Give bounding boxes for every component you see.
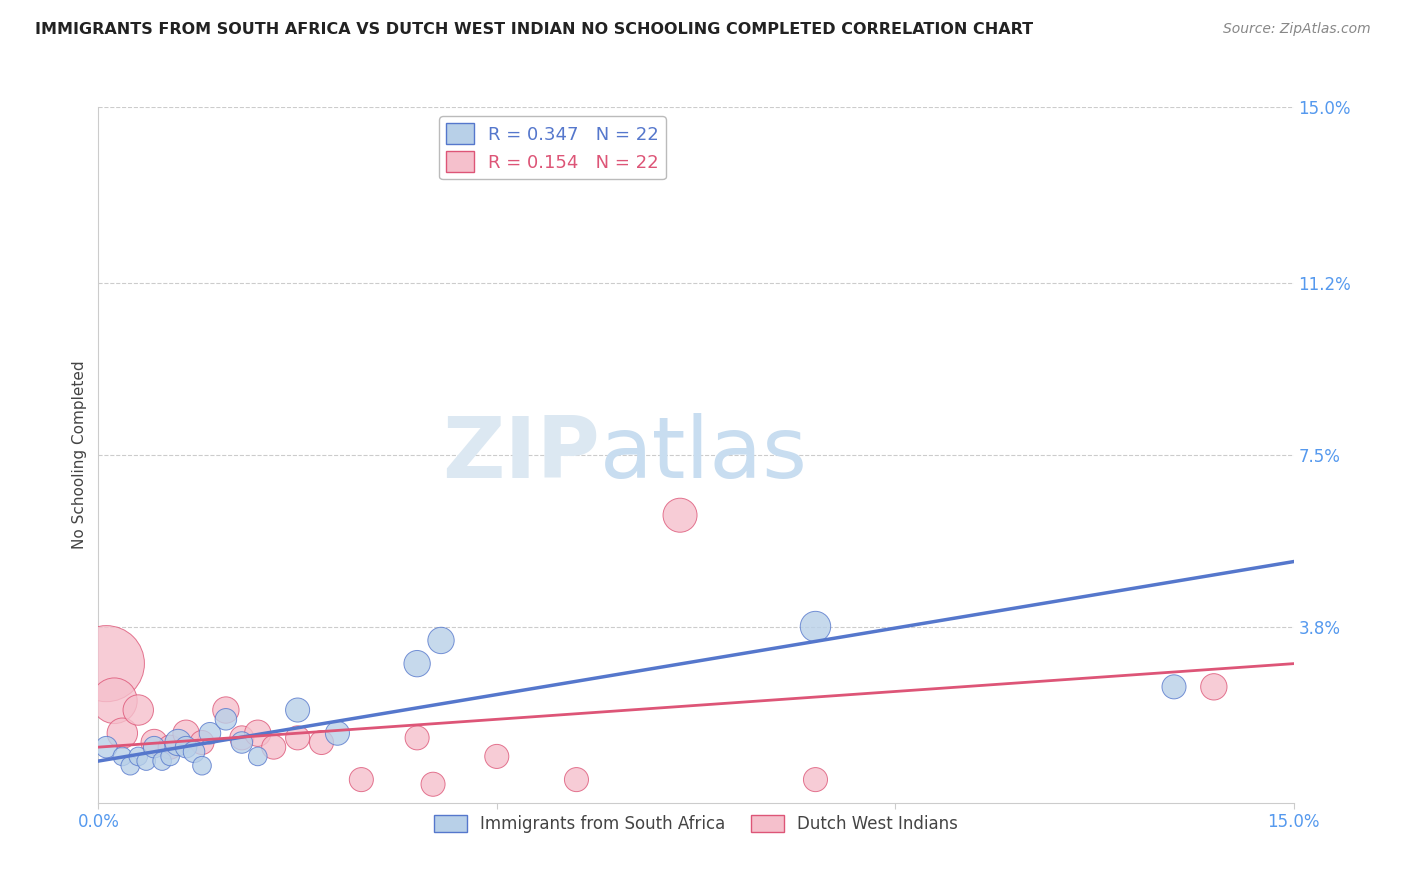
Point: [246, 726, 269, 740]
Point: [191, 758, 214, 772]
Point: [111, 726, 134, 740]
Point: [406, 731, 429, 745]
Point: [183, 745, 205, 759]
Point: [143, 740, 166, 755]
Point: [1163, 680, 1185, 694]
Point: [127, 703, 149, 717]
Point: [231, 731, 253, 745]
Point: [311, 735, 333, 749]
Point: [430, 633, 453, 648]
Point: [406, 657, 429, 671]
Point: [485, 749, 508, 764]
Point: [287, 703, 309, 717]
Point: [143, 735, 166, 749]
Point: [1202, 680, 1225, 694]
Point: [96, 657, 118, 671]
Point: [198, 726, 221, 740]
Point: [350, 772, 373, 787]
Y-axis label: No Schooling Completed: No Schooling Completed: [72, 360, 87, 549]
Point: [167, 735, 190, 749]
Text: IMMIGRANTS FROM SOUTH AFRICA VS DUTCH WEST INDIAN NO SCHOOLING COMPLETED CORRELA: IMMIGRANTS FROM SOUTH AFRICA VS DUTCH WE…: [35, 22, 1033, 37]
Text: atlas: atlas: [600, 413, 808, 497]
Point: [246, 749, 269, 764]
Point: [804, 772, 827, 787]
Point: [191, 735, 214, 749]
Point: [287, 731, 309, 745]
Point: [669, 508, 692, 523]
Point: [174, 726, 197, 740]
Point: [127, 749, 149, 764]
Point: [422, 777, 444, 791]
Point: [263, 740, 285, 755]
Point: [804, 619, 827, 633]
Point: [565, 772, 588, 787]
Point: [159, 749, 181, 764]
Point: [174, 740, 197, 755]
Text: ZIP: ZIP: [443, 413, 600, 497]
Point: [111, 749, 134, 764]
Legend: Immigrants from South Africa, Dutch West Indians: Immigrants from South Africa, Dutch West…: [427, 808, 965, 839]
Point: [120, 758, 142, 772]
Point: [150, 754, 173, 768]
Point: [159, 740, 181, 755]
Point: [326, 726, 349, 740]
Point: [135, 754, 157, 768]
Point: [96, 740, 118, 755]
Point: [231, 735, 253, 749]
Point: [215, 712, 238, 726]
Text: Source: ZipAtlas.com: Source: ZipAtlas.com: [1223, 22, 1371, 37]
Point: [215, 703, 238, 717]
Point: [103, 694, 125, 708]
